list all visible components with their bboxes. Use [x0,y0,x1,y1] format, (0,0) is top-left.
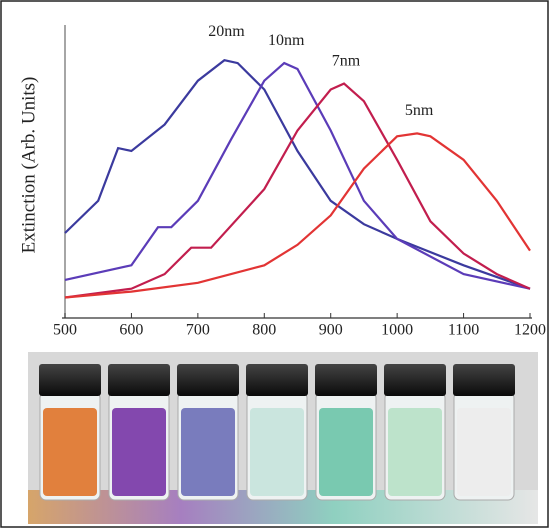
vial-liquid [181,408,235,496]
vial-liquid [319,408,373,496]
vial-cap [108,364,170,396]
vial-cap [39,364,101,396]
vials-photo [28,352,538,524]
x-tick-label: 1100 [448,322,479,339]
series-label: 10nm [268,32,305,49]
vial-cap [246,364,308,396]
x-tick-label: 700 [186,322,210,339]
series-label: 5nm [405,102,434,119]
vial-cap [453,364,515,396]
series-label: 7nm [332,52,361,69]
vial-cap [384,364,446,396]
vial-liquid [388,408,442,496]
series-label: 20nm [208,23,245,40]
vial-cap [177,364,239,396]
x-tick-label: 800 [252,322,276,339]
x-tick-label: 1000 [381,322,413,339]
x-tick-label: 500 [53,322,77,339]
vial-liquid [43,408,97,496]
x-tick-label: 1200 [514,322,546,339]
y-axis-label: Extinction (Arb. Units) [18,77,39,254]
figure: Extinction (Arb. Units) 500 600 700 800 900 1… [0,0,549,528]
vial-liquid [112,408,166,496]
vial-cap [315,364,377,396]
vial-liquid [250,408,304,496]
x-tick-label: 600 [119,322,143,339]
x-tick-label: 900 [319,322,343,339]
vial-liquid [457,408,511,496]
